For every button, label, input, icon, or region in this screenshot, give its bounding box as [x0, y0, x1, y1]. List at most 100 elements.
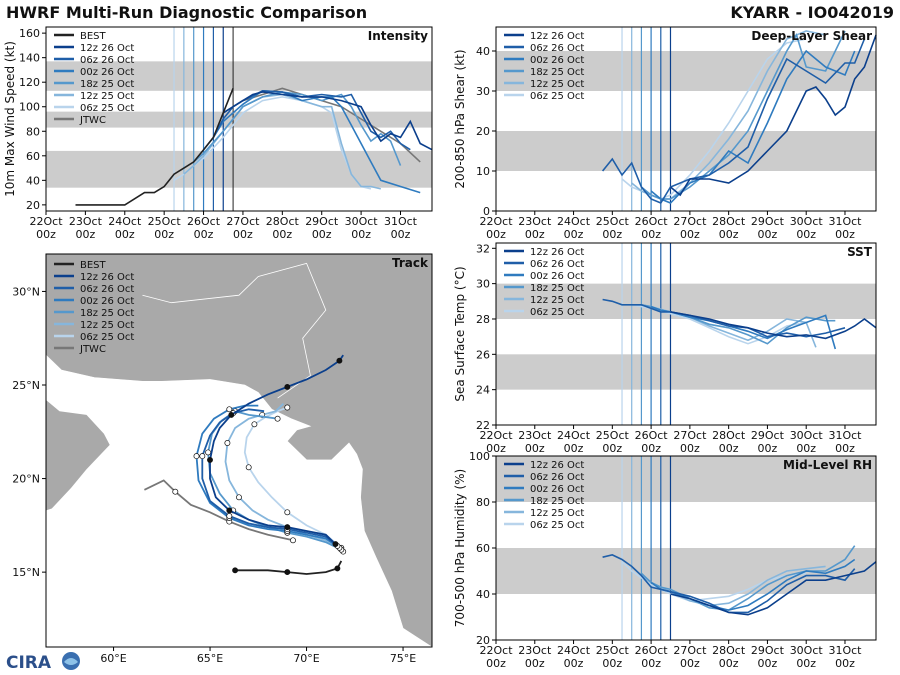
x-tick-label: 30Oct	[790, 429, 824, 442]
x-tick-label: 24Oct	[557, 644, 591, 657]
y-tick-label: 60	[476, 542, 490, 555]
track-point	[290, 537, 296, 544]
chart-panel-1: 01020304022Oct00z23Oct00z24Oct00z25Oct00…	[453, 26, 877, 241]
panel-title: Mid-Level RH	[783, 458, 872, 472]
x-tick-label-time: 00z	[758, 228, 778, 241]
x-tick-label: 29Oct	[751, 429, 785, 442]
y-tick-label: 30	[476, 278, 490, 291]
legend-label: 00z 26 Oct	[530, 55, 584, 66]
x-tick-label: 27Oct	[673, 644, 707, 657]
x-tick-label: 27Oct	[226, 215, 260, 228]
panel-title: SST	[847, 245, 873, 259]
x-tick-label: 28Oct	[712, 215, 746, 228]
threshold-band	[496, 131, 876, 171]
y-tick-label: 30	[476, 85, 490, 98]
track-point	[228, 411, 235, 418]
panel-title: Intensity	[368, 29, 428, 43]
track-point	[284, 383, 291, 390]
legend-label: JTWC	[79, 344, 106, 355]
x-tick-label-time: 00z	[835, 442, 855, 455]
track-point	[284, 569, 291, 576]
track-point	[336, 357, 343, 364]
x-tick-label: 25Oct	[596, 429, 630, 442]
x-tick-label-time: 00z	[75, 228, 95, 241]
x-tick-label-time: 00z	[351, 228, 371, 241]
plot-frame	[495, 26, 877, 212]
y-tick-label: 32	[476, 242, 490, 255]
legend-label: 00z 26 Oct	[530, 484, 584, 495]
y-tick-label: 24	[476, 384, 490, 397]
x-tick-label: 30Oct	[345, 215, 379, 228]
x-tick-label-time: 00z	[796, 442, 816, 455]
track-point	[284, 404, 291, 411]
legend-label: 06z 25 Oct	[80, 103, 134, 114]
x-tick-label: 26Oct	[635, 644, 669, 657]
series-line-06z-25-oct	[622, 303, 807, 345]
x-tick-label: 25Oct	[596, 215, 630, 228]
legend-label: JTWC	[79, 115, 106, 126]
legend-label: 12z 25 Oct	[80, 320, 134, 331]
x-tick-label-time: 00z	[564, 442, 584, 455]
y-tick-label: 100	[19, 101, 40, 114]
x-tick-label: 24Oct	[557, 215, 591, 228]
y-tick-label: 40	[476, 588, 490, 601]
legend-label: 00z 26 Oct	[80, 67, 134, 78]
x-tick-label: 29Oct	[305, 215, 339, 228]
track-point	[236, 494, 242, 501]
series-line-06z-26-oct	[601, 38, 866, 205]
lon-tick-label: 75°E	[390, 652, 416, 665]
x-tick-label-time: 00z	[602, 442, 622, 455]
x-tick-label-time: 00z	[602, 657, 622, 670]
track-point	[284, 524, 291, 531]
track-point	[334, 565, 341, 572]
track-point	[172, 488, 179, 495]
track-point	[274, 415, 281, 422]
lat-tick-label: 25°N	[12, 379, 40, 392]
legend-label: BEST	[80, 260, 107, 271]
y-tick-label: 80	[26, 125, 40, 138]
track-point	[226, 507, 233, 514]
track-point	[245, 464, 252, 471]
threshold-band	[496, 283, 876, 319]
x-tick-label-time: 00z	[486, 228, 506, 241]
track-map: 60°E 65°E 70°E 75°E 15°N 20°N 25°N 30°N Track BES…	[12, 253, 433, 665]
track-point	[232, 567, 239, 574]
x-tick-label: 22Oct	[29, 215, 63, 228]
chart-panel-2: 22242628303222Oct00z23Oct00z24Oct00z25Oc…	[453, 242, 877, 455]
lon-tick-label: 70°E	[293, 652, 319, 665]
x-tick-label-time: 00z	[36, 228, 56, 241]
legend-label: 12z 25 Oct	[530, 508, 584, 519]
track-point	[193, 453, 200, 460]
track-point	[284, 509, 291, 516]
y-tick-label: 60	[26, 150, 40, 163]
x-tick-label-time: 00z	[758, 442, 778, 455]
series-line-06z-26-oct	[602, 298, 846, 338]
x-tick-label: 28Oct	[712, 429, 746, 442]
x-tick-label-time: 00z	[719, 228, 739, 241]
legend-label: 12z 25 Oct	[80, 91, 134, 102]
x-tick-label: 28Oct	[712, 644, 746, 657]
series-line-12z-26-oct	[222, 91, 433, 151]
logo-text: CIRA	[6, 653, 52, 672]
y-tick-label: 40	[26, 174, 40, 187]
x-tick-label-time: 00z	[115, 228, 135, 241]
legend-label: 06z 26 Oct	[80, 55, 134, 66]
x-tick-label-time: 00z	[525, 442, 545, 455]
x-tick-label-time: 00z	[719, 657, 739, 670]
track-point	[205, 449, 212, 456]
legend-label: 06z 25 Oct	[530, 520, 584, 531]
x-tick-label: 23Oct	[69, 215, 103, 228]
chart-panel-3: 2040608010022Oct00z23Oct00z24Oct00z25Oct…	[453, 450, 877, 670]
x-tick-label-time: 00z	[680, 442, 700, 455]
legend-label: 18z 25 Oct	[530, 67, 584, 78]
x-tick-label: 26Oct	[635, 215, 669, 228]
x-tick-label: 31Oct	[828, 429, 862, 442]
y-tick-label: 28	[476, 313, 490, 326]
x-tick-label-time: 00z	[641, 657, 661, 670]
x-tick-label-time: 00z	[835, 657, 855, 670]
x-tick-label-time: 00z	[835, 228, 855, 241]
legend-label: 12z 26 Oct	[530, 460, 584, 471]
x-tick-label-time: 00z	[564, 228, 584, 241]
